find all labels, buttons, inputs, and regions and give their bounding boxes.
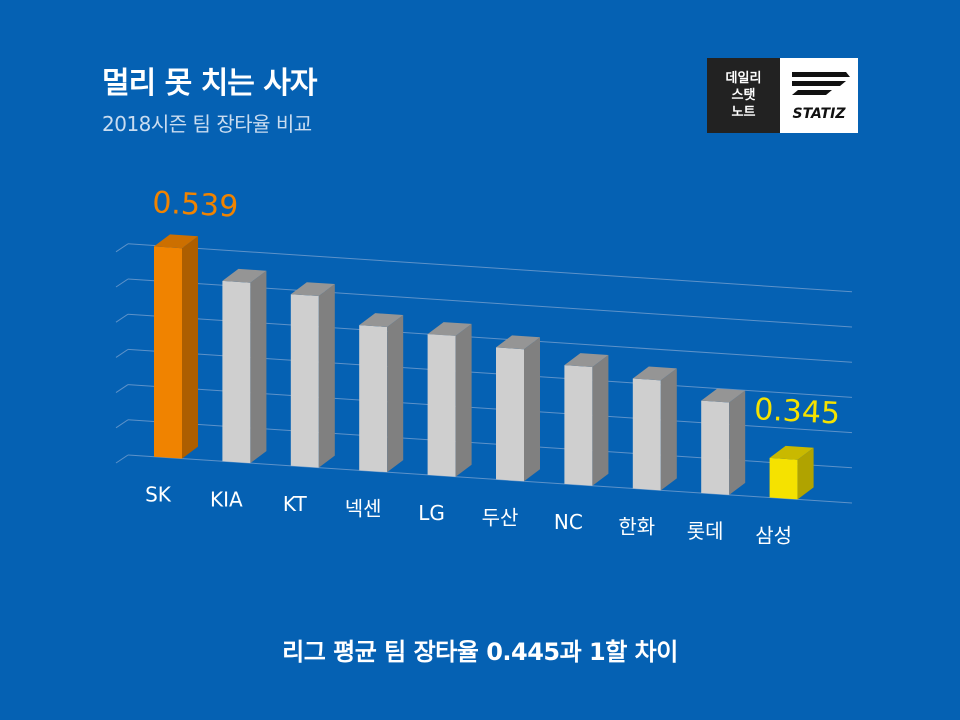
bar-side-삼성 bbox=[797, 447, 814, 500]
bar-side-한화 bbox=[660, 368, 677, 491]
bar-SK bbox=[154, 246, 182, 459]
bar-side-KIA bbox=[250, 270, 267, 464]
bar-넥센 bbox=[359, 325, 388, 473]
chart-caption: 리그 평균 팀 장타율 0.445과 1할 차이 bbox=[282, 638, 678, 666]
bar-top-KIA bbox=[222, 268, 267, 283]
gridline-wall bbox=[115, 243, 129, 253]
data-label-삼성: 0.345 bbox=[753, 392, 841, 431]
chart-title: 멀리 못 치는 사자 bbox=[102, 66, 318, 101]
gridline-wall bbox=[115, 313, 129, 323]
bar-NC bbox=[564, 365, 593, 486]
bar-side-SK bbox=[182, 236, 198, 459]
x-tick-label-NC: NC bbox=[554, 510, 583, 534]
bar-side-넥센 bbox=[387, 314, 404, 473]
logo-line-2: 스탯 bbox=[731, 88, 756, 103]
bar-삼성 bbox=[769, 457, 798, 500]
bar-KIA bbox=[222, 280, 251, 464]
x-tick-label-롯데: 롯데 bbox=[687, 519, 724, 543]
bar-side-LG bbox=[455, 323, 472, 477]
bar-top-NC bbox=[564, 353, 609, 367]
bar-side-KT bbox=[318, 284, 335, 468]
chart-subtitle: 2018시즌 팀 장타율 비교 bbox=[102, 112, 312, 136]
bar-top-한화 bbox=[632, 366, 677, 381]
gridline-wall bbox=[115, 384, 129, 394]
x-tick-label-KT: KT bbox=[283, 492, 308, 516]
bar-top-KT bbox=[290, 282, 335, 297]
bar-side-롯데 bbox=[729, 390, 746, 495]
gridline-wall bbox=[115, 348, 129, 358]
gridline-wall bbox=[115, 278, 129, 288]
gridline-wall bbox=[115, 419, 129, 429]
bar-top-두산 bbox=[496, 335, 540, 350]
bar-top-SK bbox=[154, 234, 198, 249]
gridline-wall bbox=[115, 454, 129, 464]
logo-line-1: 데일리 bbox=[725, 71, 762, 86]
bar-두산 bbox=[496, 347, 524, 482]
data-label-SK: 0.539 bbox=[151, 185, 239, 224]
bar-LG bbox=[427, 334, 456, 477]
x-tick-label-SK: SK bbox=[145, 483, 172, 507]
bar-top-삼성 bbox=[769, 445, 814, 460]
x-tick-label-두산: 두산 bbox=[482, 505, 519, 529]
statiz-logo: 데일리 스탯 노트 STATIZ bbox=[707, 58, 858, 133]
bar-side-두산 bbox=[524, 337, 540, 482]
bar-top-롯데 bbox=[701, 388, 746, 403]
bar-top-LG bbox=[427, 322, 472, 336]
statiz-wordmark: STATIZ bbox=[792, 106, 846, 122]
x-tick-label-한화: 한화 bbox=[618, 514, 655, 538]
daily-stat-note-badge: 데일리 스탯 노트 bbox=[707, 58, 780, 133]
statiz-mark: STATIZ bbox=[780, 58, 858, 133]
x-tick-label-넥센: 넥센 bbox=[345, 496, 382, 520]
bar-롯데 bbox=[701, 400, 730, 495]
bar-side-NC bbox=[592, 354, 609, 486]
statiz-stripes-icon bbox=[792, 72, 850, 95]
logo-line-3: 노트 bbox=[731, 105, 756, 120]
bar-KT bbox=[290, 294, 319, 468]
x-tick-label-삼성: 삼성 bbox=[755, 524, 792, 548]
bar-top-넥센 bbox=[359, 313, 404, 327]
x-tick-label-KIA: KIA bbox=[210, 487, 243, 511]
bar-한화 bbox=[632, 378, 661, 491]
x-tick-label-LG: LG bbox=[418, 501, 445, 525]
gridline bbox=[127, 243, 853, 293]
